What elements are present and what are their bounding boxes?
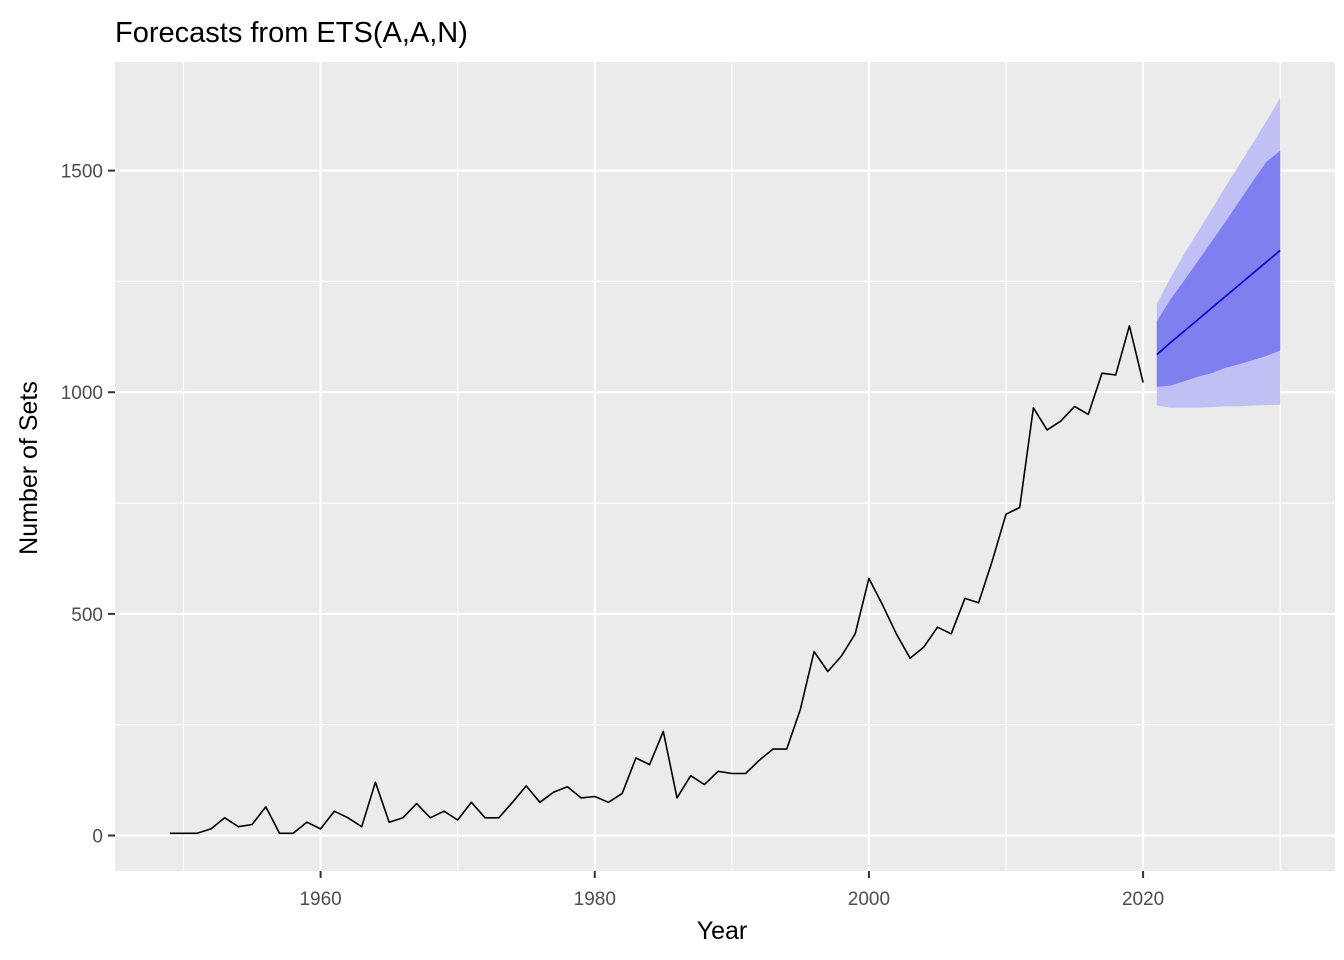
- forecast-mean-line: [1156, 249, 1281, 356]
- panel-background: [115, 62, 1335, 871]
- y-axis-title: Number of Sets: [15, 381, 43, 555]
- x-axis-title: Year: [697, 917, 748, 945]
- y-tick-label: 1000: [61, 383, 103, 404]
- x-tick-label: 1980: [574, 889, 616, 910]
- y-tick-label: 500: [71, 605, 103, 626]
- series-lines: [169, 249, 1281, 835]
- y-tick-label: 0: [92, 827, 103, 848]
- chart-title: Forecasts from ETS(A,A,N): [115, 17, 468, 49]
- grid-major: [115, 62, 1335, 871]
- observed-series-line: [169, 325, 1144, 835]
- y-tick-label: 1500: [61, 162, 103, 183]
- x-tick-label: 2000: [848, 889, 890, 910]
- x-tick-label: 1960: [299, 889, 341, 910]
- axes: 1960 1980 2000 2020 0 500 1000 1500: [61, 162, 1165, 910]
- x-tick-label: 2020: [1122, 889, 1164, 910]
